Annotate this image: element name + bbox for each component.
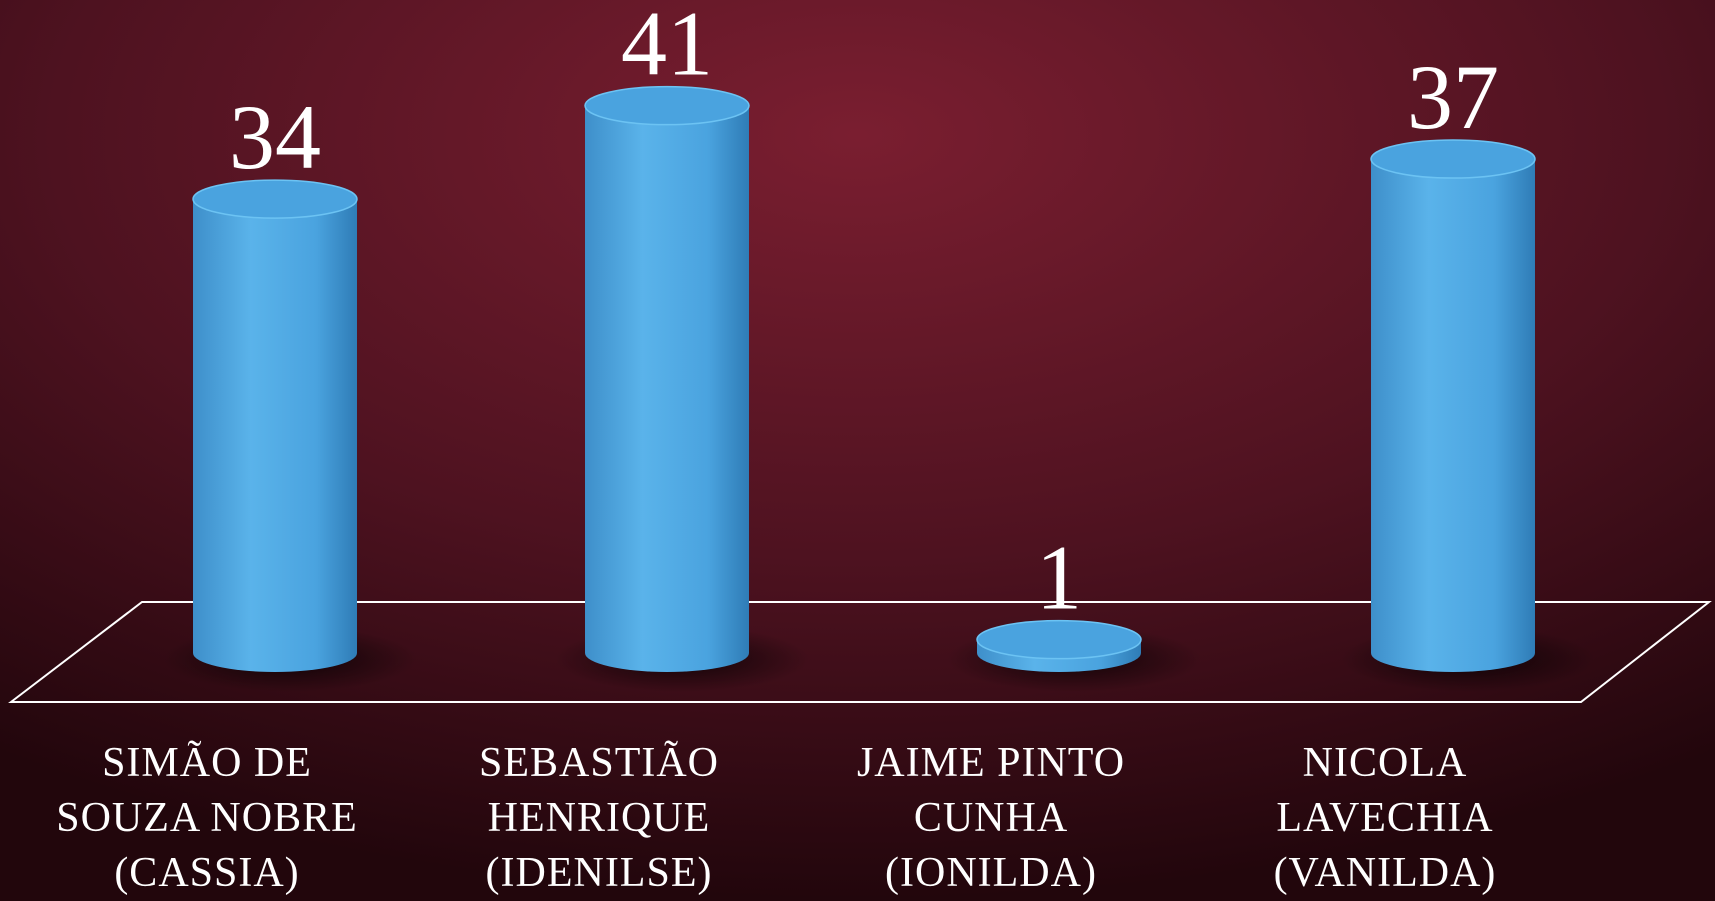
- data-label: 37: [1407, 46, 1499, 148]
- data-label: 41: [621, 0, 713, 95]
- bar: [555, 85, 809, 692]
- x-tick-label: SIMÃO DE SOUZA NOBRE (CASSIA): [56, 740, 358, 896]
- x-tick-label: SEBASTIÃO HENRIQUE (IDENILSE): [478, 740, 720, 896]
- bar-body: [1371, 159, 1535, 673]
- bar: [947, 619, 1201, 692]
- bar-top: [192, 179, 358, 219]
- plot: 34 41 1 37: [163, 0, 1595, 692]
- data-label: 1: [1036, 527, 1082, 629]
- floor: [8, 601, 1712, 703]
- x-tick-label: NICOLA LAVECHIA (VANILDA): [1273, 740, 1497, 896]
- bar: [163, 179, 417, 692]
- x-tick-label: JAIME PINTO CUNHA (IONILDA): [856, 740, 1126, 896]
- bar-body: [193, 199, 357, 672]
- bar: [1341, 139, 1595, 692]
- bar-body: [585, 105, 749, 672]
- bar-top: [584, 85, 750, 126]
- bar-top: [1370, 139, 1536, 179]
- bar-top: [976, 619, 1142, 660]
- data-label: 34: [229, 86, 321, 188]
